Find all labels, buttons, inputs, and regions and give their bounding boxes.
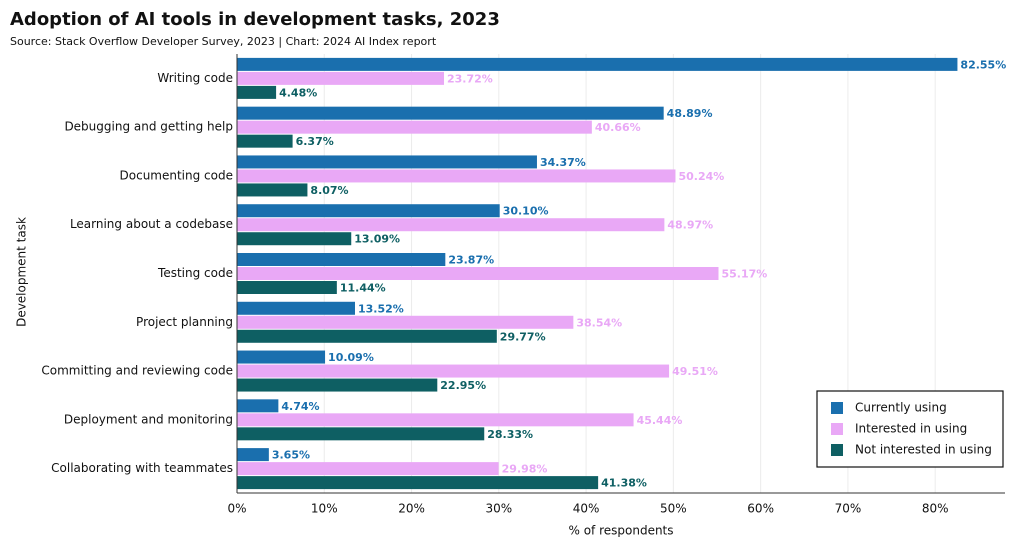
value-label: 28.33% <box>487 428 533 441</box>
y-tick-label: Learning about a codebase <box>70 217 233 231</box>
y-tick-label: Committing and reviewing code <box>41 364 233 378</box>
value-label: 30.10% <box>503 205 549 218</box>
legend-label: Interested in using <box>855 422 967 436</box>
value-label: 3.65% <box>272 449 310 462</box>
value-label: 41.38% <box>601 477 647 490</box>
bar <box>237 301 355 315</box>
bar <box>237 448 269 462</box>
y-tick-label: Documenting code <box>120 168 233 182</box>
value-label: 45.44% <box>637 414 683 427</box>
y-tick-label: Project planning <box>136 315 233 329</box>
value-label: 8.07% <box>310 184 348 197</box>
x-tick-label: 80% <box>922 502 949 516</box>
bar <box>237 155 537 169</box>
y-tick-label: Debugging and getting help <box>64 120 233 134</box>
bar <box>237 364 670 378</box>
bar <box>237 71 445 85</box>
chart-title: Adoption of AI tools in development task… <box>10 9 500 30</box>
x-tick-label: 0% <box>227 502 246 516</box>
x-axis-label: % of respondents <box>568 524 673 538</box>
chart-subtitle: Source: Stack Overflow Developer Survey,… <box>10 35 437 48</box>
bar <box>237 378 438 392</box>
y-tick-label: Collaborating with teammates <box>51 461 233 475</box>
value-label: 40.66% <box>595 121 641 134</box>
bar <box>237 350 326 364</box>
bar <box>237 281 337 294</box>
legend-swatch <box>831 444 843 456</box>
bar <box>237 399 279 413</box>
value-label: 34.37% <box>540 156 586 169</box>
x-tick-label: 60% <box>747 502 774 516</box>
value-label: 29.98% <box>502 463 548 476</box>
bar <box>237 204 500 218</box>
bar <box>237 329 497 343</box>
bar <box>237 134 293 148</box>
x-tick-label: 70% <box>835 502 862 516</box>
value-label: 6.37% <box>296 135 334 148</box>
value-label: 82.55% <box>960 58 1006 71</box>
bar <box>237 462 499 476</box>
bar <box>237 315 574 329</box>
bar <box>237 106 664 120</box>
value-label: 49.51% <box>672 365 718 378</box>
value-label: 55.17% <box>721 268 767 281</box>
y-tick-label: Deployment and monitoring <box>64 412 233 426</box>
bar <box>237 120 592 134</box>
value-label: 10.09% <box>328 351 374 364</box>
legend-label: Currently using <box>855 401 947 415</box>
y-tick-label: Writing code <box>157 71 233 85</box>
value-label: 50.24% <box>678 170 724 183</box>
value-label: 13.52% <box>358 302 404 315</box>
value-label: 4.74% <box>281 400 319 413</box>
bar <box>237 85 277 99</box>
legend-swatch <box>831 402 843 414</box>
y-tick-label: Testing code <box>157 266 233 280</box>
value-label: 22.95% <box>440 379 486 392</box>
x-tick-label: 30% <box>485 502 512 516</box>
value-label: 23.72% <box>447 72 493 85</box>
bar <box>237 169 676 183</box>
bar <box>237 476 599 490</box>
y-axis-label: Development task <box>15 217 29 327</box>
bar <box>237 413 634 427</box>
value-label: 29.77% <box>500 330 546 343</box>
x-tick-label: 50% <box>660 502 687 516</box>
value-label: 48.97% <box>667 219 713 232</box>
x-tick-label: 10% <box>311 502 338 516</box>
legend-label: Not interested in using <box>855 443 992 457</box>
legend-swatch <box>831 423 843 435</box>
legend-box <box>816 390 1004 468</box>
value-label: 38.54% <box>576 316 622 329</box>
x-tick-label: 20% <box>398 502 425 516</box>
value-label: 23.87% <box>448 254 494 267</box>
value-label: 13.09% <box>354 233 400 246</box>
bar <box>237 427 485 441</box>
bar <box>237 57 958 71</box>
bar <box>237 218 665 232</box>
bar <box>237 253 446 266</box>
bar <box>237 267 719 280</box>
value-label: 4.48% <box>279 86 317 99</box>
value-label: 48.89% <box>667 107 713 120</box>
bar <box>237 232 352 246</box>
x-tick-label: 40% <box>573 502 600 516</box>
bar <box>237 183 308 197</box>
value-label: 11.44% <box>340 282 386 295</box>
